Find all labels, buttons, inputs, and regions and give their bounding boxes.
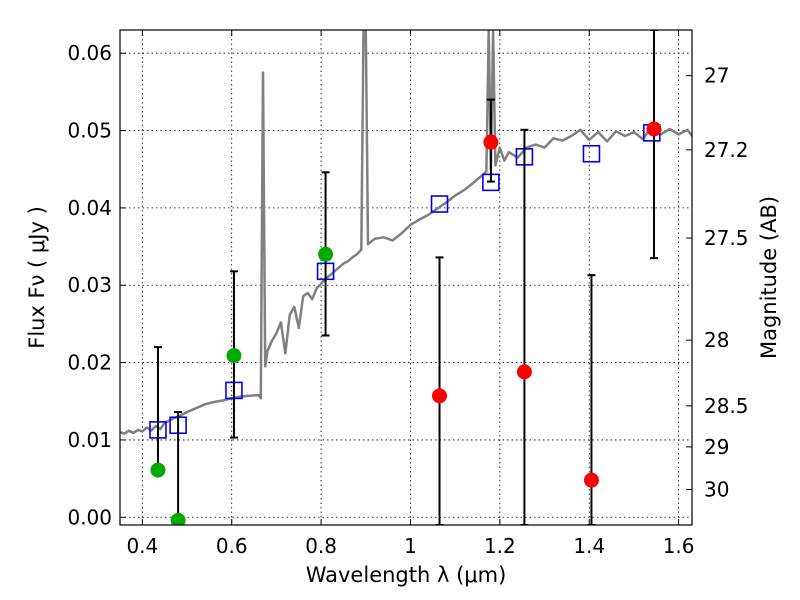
x-tick-label: 0.6 (216, 534, 248, 558)
right-tick-label: 28 (704, 328, 729, 352)
x-tick-label: 0.4 (126, 534, 158, 558)
y-tick-label: 0.03 (67, 273, 112, 297)
nondetection-marker (483, 134, 499, 150)
y-tick-label: 0.06 (67, 41, 112, 65)
grid-lines (120, 30, 692, 525)
x-tick-label: 1.2 (484, 534, 516, 558)
nondetection-marker (646, 121, 662, 137)
x-tick-label: 1.6 (663, 534, 695, 558)
x-tick-label: 1 (404, 534, 417, 558)
x-tick-label: 1.4 (573, 534, 605, 558)
nondetection-marker (432, 388, 448, 404)
plot-frame (119, 29, 693, 526)
y-tick-label: 0.00 (67, 505, 112, 529)
detection-marker (170, 512, 186, 525)
y-tick-label: 0.02 (67, 351, 112, 375)
y-tick-label: 0.05 (67, 119, 112, 143)
detection-marker (150, 462, 166, 478)
right-tick-label: 27.5 (704, 226, 749, 250)
nondetection-marker (516, 364, 532, 380)
detection-marker (226, 348, 242, 364)
right-tick-label: 28.5 (704, 394, 749, 418)
right-axis-title: Magnitude (AB) (757, 196, 781, 359)
detection-marker (318, 246, 334, 262)
right-tick-label: 29 (704, 435, 729, 459)
y-axis-title: Flux Fν ( μJy ) (25, 206, 49, 349)
model-square-marker (430, 195, 449, 213)
right-tick-label: 27 (704, 64, 729, 88)
right-tick-label: 27.2 (704, 138, 749, 162)
spectrum-line (120, 30, 692, 435)
right-tick-label: 30 (704, 477, 729, 501)
y-tick-label: 0.01 (67, 428, 112, 452)
model-square-marker (582, 144, 601, 163)
x-tick-label: 0.8 (305, 534, 337, 558)
axis-ticks: 0.4 0.6 0.8 1 1.2 1.4 1.6 0.00 0.01 0.02 0.03 0.04 0… (67, 30, 749, 558)
nondetection-marker (583, 472, 599, 488)
x-axis-title: Wavelength λ (μm) (306, 563, 507, 587)
plot-content (120, 30, 692, 525)
y-tick-label: 0.04 (67, 196, 112, 220)
